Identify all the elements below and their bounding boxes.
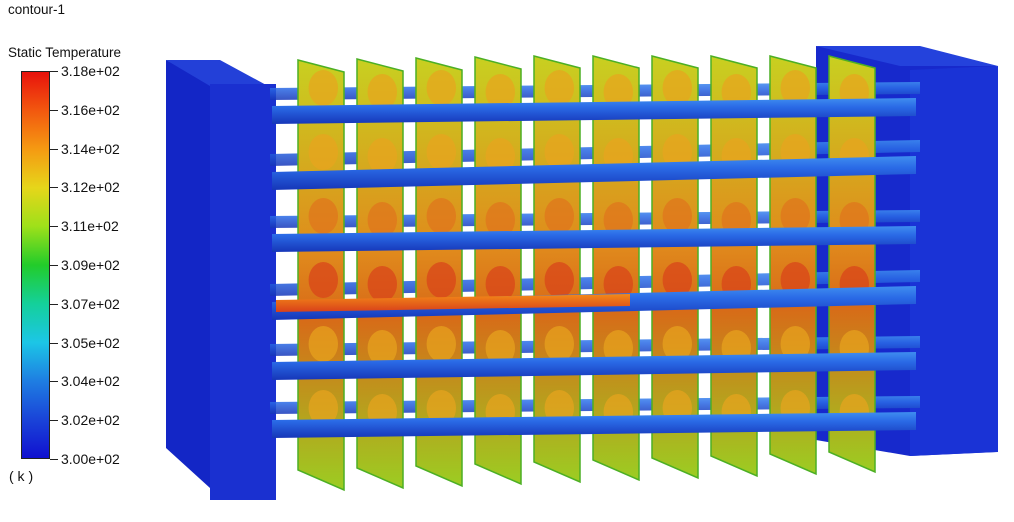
colorbar-tick — [50, 109, 58, 111]
fin-hot-region — [426, 326, 457, 362]
colorbar-tick-label: 3.05e+02 — [61, 334, 120, 351]
fin-hot-region — [485, 138, 516, 174]
fin-hot-region — [662, 326, 693, 362]
colorbar-tick — [50, 71, 58, 72]
fin-hot-region — [485, 202, 516, 238]
colorbar-tick-label: 3.09e+02 — [61, 257, 120, 273]
colorbar-tick-label: 3.12e+02 — [61, 179, 120, 196]
fin-hot-region — [603, 74, 634, 110]
fin-hot-region — [603, 202, 634, 238]
fin-hot-region — [367, 202, 398, 238]
fin-hot-region — [367, 138, 398, 174]
left-header-block — [166, 60, 276, 500]
colorbar-tick — [50, 187, 58, 189]
tube — [272, 156, 916, 190]
fin-hot-region — [485, 74, 516, 110]
fin-hot-region — [603, 266, 634, 302]
colorbar-tick — [50, 148, 58, 150]
tube-array-front — [272, 98, 916, 438]
fin-hot-region — [662, 262, 693, 298]
colorbar-tick — [50, 459, 58, 460]
tube — [272, 412, 916, 438]
hot-tube-segment — [276, 294, 630, 312]
fin-hot-region — [485, 330, 516, 366]
colorbar-tick — [50, 226, 58, 228]
fin-hot-region — [308, 326, 339, 362]
fin-hot-region — [308, 198, 339, 234]
colorbar-tick-label: 3.14e+02 — [61, 140, 120, 157]
fin-hot-region — [426, 198, 457, 234]
fin-hot-region — [367, 266, 398, 302]
tube — [272, 352, 916, 380]
fin-hot-region — [662, 134, 693, 170]
colorbar-tick — [50, 265, 58, 266]
fin-hot-region — [426, 390, 457, 426]
fin-hot-region — [367, 330, 398, 366]
fin-hot-region — [780, 198, 811, 234]
colorbar-tick — [50, 303, 58, 305]
heat-exchanger-render — [166, 46, 998, 500]
fin-hot-region — [308, 262, 339, 298]
fin-hot-region — [367, 74, 398, 110]
fin-hot-region — [662, 70, 693, 106]
tube — [272, 226, 916, 252]
fin-hot-region — [544, 70, 575, 106]
colorbar-tick-label: 3.11e+02 — [61, 218, 119, 235]
colorbar-tick-label: 3.02e+02 — [61, 412, 120, 429]
colorbar-tick-label: 3.04e+02 — [61, 373, 120, 390]
fin-hot-region — [308, 134, 339, 170]
fin-hot-region — [426, 262, 457, 298]
tube — [272, 98, 916, 124]
fin-hot-region — [308, 70, 339, 106]
color-legend: contour-1 Static Temperature 3.18e+02 3.1… — [0, 0, 160, 522]
fin-hot-region — [426, 70, 457, 106]
fin-hot-region — [485, 266, 516, 302]
fin-hot-region — [544, 198, 575, 234]
colorbar — [21, 71, 50, 459]
colorbar-tick — [50, 342, 58, 344]
legend-title-contour: contour-1 — [8, 2, 66, 17]
fin-hot-region — [662, 198, 693, 234]
colorbar-tick — [50, 420, 58, 422]
colorbar-tick-label: 3.18e+02 — [61, 63, 120, 79]
colorbar-tick-label: 3.16e+02 — [61, 101, 120, 118]
colorbar-tick-label: 3.00e+02 — [61, 451, 120, 467]
fin-hot-region — [544, 326, 575, 362]
fin-hot-region — [426, 134, 457, 170]
fin-hot-region — [544, 134, 575, 170]
fin-hot-region — [544, 262, 575, 298]
legend-title-variable: Static Temperature — [8, 45, 122, 60]
fin-hot-region — [780, 70, 811, 106]
colorbar-tick-label: 3.07e+02 — [61, 295, 120, 312]
colorbar-tick — [50, 381, 58, 383]
fin-hot-region — [308, 390, 339, 426]
legend-unit: ( k ) — [9, 468, 34, 484]
fin-hot-region — [780, 326, 811, 362]
